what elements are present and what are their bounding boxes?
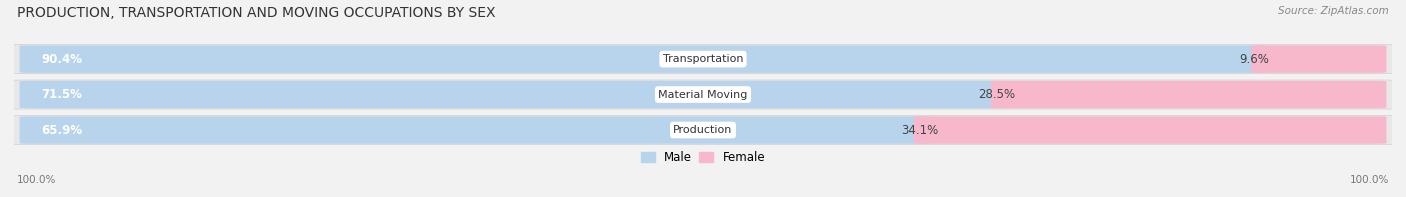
Text: Transportation: Transportation — [662, 54, 744, 64]
Text: 28.5%: 28.5% — [979, 88, 1015, 101]
FancyBboxPatch shape — [20, 81, 1008, 108]
FancyBboxPatch shape — [10, 80, 1396, 109]
Text: Material Moving: Material Moving — [658, 90, 748, 99]
FancyBboxPatch shape — [10, 115, 1396, 145]
Text: 71.5%: 71.5% — [42, 88, 83, 101]
Text: Production: Production — [673, 125, 733, 135]
FancyBboxPatch shape — [991, 81, 1386, 108]
Text: 90.4%: 90.4% — [42, 53, 83, 66]
FancyBboxPatch shape — [20, 116, 931, 144]
Text: PRODUCTION, TRANSPORTATION AND MOVING OCCUPATIONS BY SEX: PRODUCTION, TRANSPORTATION AND MOVING OC… — [17, 6, 495, 20]
Text: 100.0%: 100.0% — [1350, 175, 1389, 185]
Text: 9.6%: 9.6% — [1239, 53, 1268, 66]
FancyBboxPatch shape — [10, 45, 1396, 74]
Text: 34.1%: 34.1% — [901, 124, 939, 137]
Text: 100.0%: 100.0% — [17, 175, 56, 185]
FancyBboxPatch shape — [20, 45, 1268, 73]
Text: 65.9%: 65.9% — [42, 124, 83, 137]
Legend: Male, Female: Male, Female — [636, 147, 770, 169]
Text: Source: ZipAtlas.com: Source: ZipAtlas.com — [1278, 6, 1389, 16]
FancyBboxPatch shape — [1251, 45, 1386, 73]
FancyBboxPatch shape — [914, 116, 1386, 144]
